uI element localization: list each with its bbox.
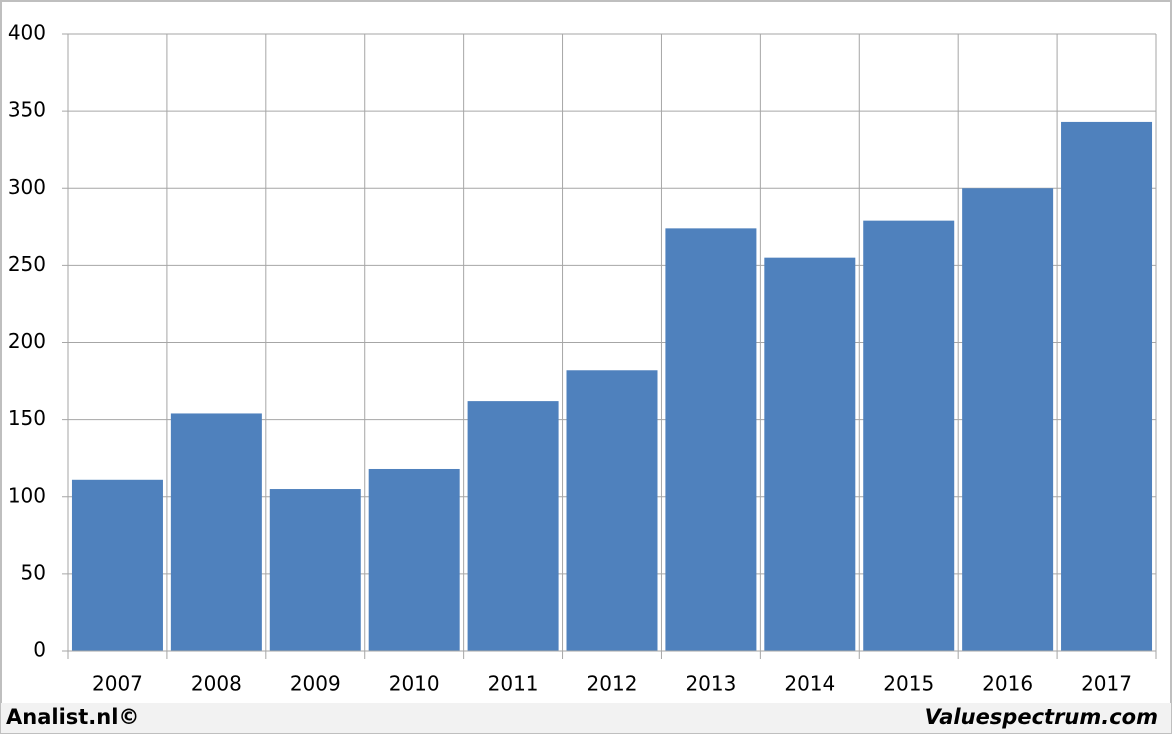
y-tick-label: 400	[8, 21, 46, 45]
y-tick-label: 300	[8, 175, 46, 199]
x-tick-label: 2013	[685, 672, 736, 696]
bar	[566, 370, 658, 651]
bar	[71, 479, 163, 651]
y-tick-label: 250	[8, 252, 46, 276]
bar	[962, 188, 1054, 651]
bar	[863, 220, 955, 651]
x-tick-label: 2014	[784, 672, 835, 696]
bar	[368, 468, 460, 651]
bar	[269, 489, 361, 651]
bar	[170, 413, 262, 651]
x-tick-label: 2017	[1081, 672, 1132, 696]
x-tick-label: 2011	[488, 672, 539, 696]
x-tick-label: 2009	[290, 672, 341, 696]
x-tick-label: 2008	[191, 672, 242, 696]
bar	[467, 401, 559, 651]
x-tick-label: 2010	[389, 672, 440, 696]
y-tick-label: 100	[8, 483, 46, 507]
footer-strip	[1, 703, 1171, 733]
bar	[665, 228, 757, 652]
bar	[1061, 121, 1153, 652]
y-tick-label: 350	[8, 98, 46, 122]
x-tick-label: 2016	[982, 672, 1033, 696]
y-tick-label: 150	[8, 406, 46, 430]
footer-left: Analist.nl©	[6, 705, 139, 729]
footer-right: Valuespectrum.com	[925, 705, 1158, 729]
y-tick-label: 50	[21, 560, 46, 584]
x-tick-label: 2015	[883, 672, 934, 696]
bar	[764, 257, 856, 651]
y-tick-label: 200	[8, 329, 46, 353]
y-tick-label: 0	[33, 638, 46, 662]
x-tick-label: 2007	[92, 672, 143, 696]
x-tick-label: 2012	[587, 672, 638, 696]
